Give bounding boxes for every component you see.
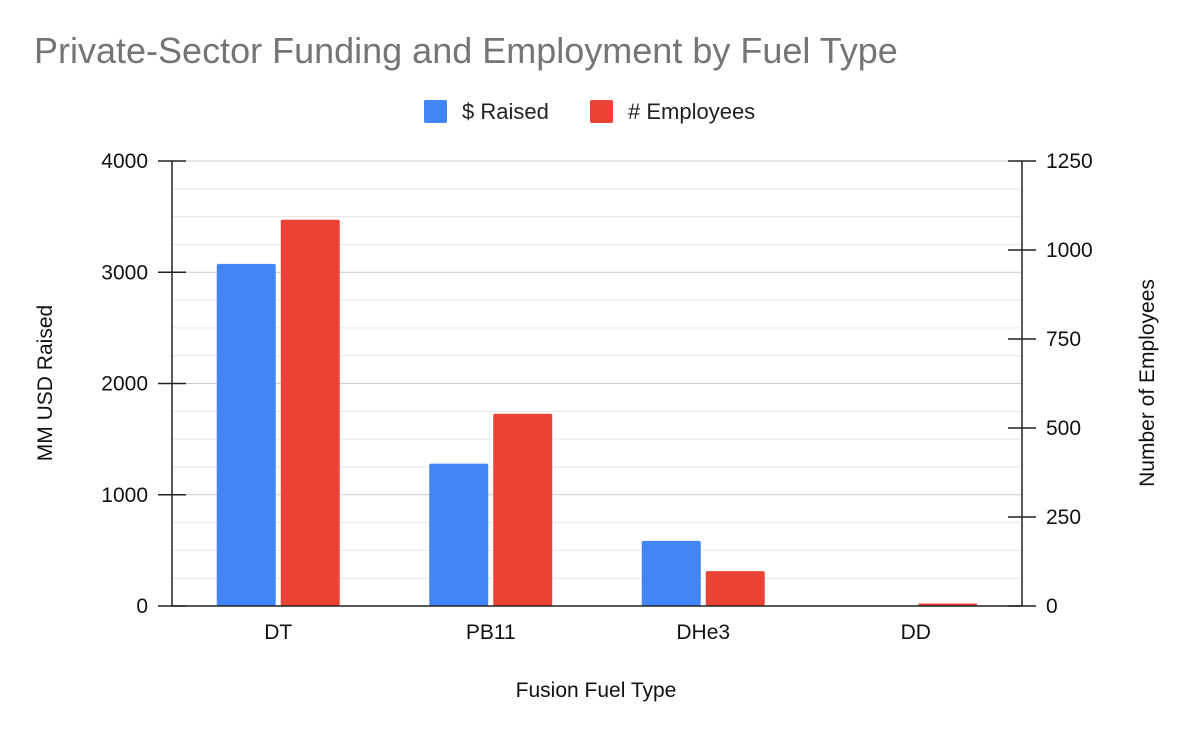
y-right-tick-label: 1000 — [1046, 239, 1093, 262]
legend-swatch-raised — [424, 100, 447, 123]
y-right-tick-label: 500 — [1046, 417, 1081, 440]
y-right-tick-label: 250 — [1046, 506, 1081, 529]
left-axis-ticks: 0 1000 2000 3000 4000 — [101, 150, 186, 618]
y-right-tick-label: 1250 — [1046, 150, 1093, 173]
legend-swatch-employees — [590, 100, 613, 123]
y-left-tick-label: 2000 — [101, 373, 148, 396]
y-right-tick-label: 0 — [1046, 595, 1058, 618]
bar-employees-dt — [280, 219, 340, 607]
y-axis-right-title: Number of Employees — [1136, 279, 1159, 487]
bar-employees-dhe3 — [705, 571, 765, 606]
legend-label-employees: # Employees — [628, 99, 755, 124]
legend: $ Raised # Employees — [424, 99, 755, 124]
bars — [216, 219, 978, 607]
y-left-tick-label: 3000 — [101, 261, 148, 284]
x-tick-label-dd: DD — [901, 621, 931, 644]
x-axis-title: Fusion Fuel Type — [516, 679, 677, 702]
chart-title: Private-Sector Funding and Employment by… — [34, 30, 898, 71]
x-tick-label-pb11: PB11 — [466, 621, 516, 644]
y-left-tick-label: 4000 — [101, 150, 148, 173]
bar-employees-pb11 — [493, 413, 553, 606]
y-left-tick-label: 0 — [136, 595, 148, 618]
x-axis-labels: DT PB11 DHe3 DD — [264, 621, 931, 644]
bar-raised-dhe3 — [641, 540, 701, 606]
y-axis-left-title: MM USD Raised — [34, 305, 57, 461]
y-left-tick-label: 1000 — [101, 484, 148, 507]
bar-raised-pb11 — [429, 463, 489, 606]
legend-label-raised: $ Raised — [462, 99, 549, 124]
right-axis-ticks: 0 250 500 750 1000 1250 — [1008, 150, 1093, 618]
x-tick-label-dhe3: DHe3 — [676, 621, 730, 644]
y-right-tick-label: 750 — [1046, 328, 1081, 351]
bar-raised-dt — [216, 263, 276, 606]
x-tick-label-dt: DT — [264, 621, 292, 644]
